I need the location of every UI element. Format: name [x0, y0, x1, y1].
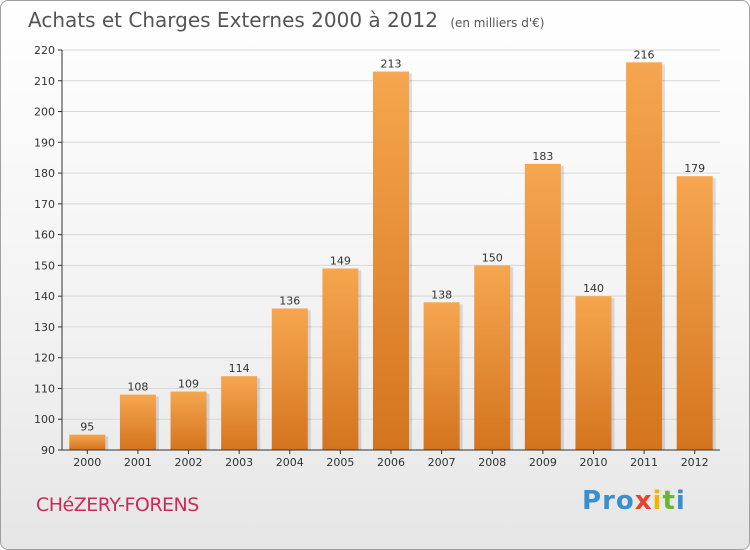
x-tick-label: 2009: [529, 456, 557, 469]
x-tick-label: 2008: [478, 456, 506, 469]
bar-2008: [474, 265, 511, 450]
bar-value-label: 114: [229, 362, 250, 375]
chart-title-text: Achats et Charges Externes 2000 à 2012: [28, 8, 438, 32]
bar-value-label: 179: [684, 162, 705, 175]
logo-letter: i: [652, 486, 663, 516]
x-tick-label: 2007: [428, 456, 456, 469]
y-tick-label: 90: [41, 444, 55, 457]
y-tick-label: 190: [34, 136, 55, 149]
y-tick-label: 160: [34, 229, 55, 242]
y-tick-label: 120: [34, 352, 55, 365]
bar-value-label: 213: [381, 58, 402, 71]
x-tick-label: 2004: [276, 456, 304, 469]
bar-2003: [221, 376, 258, 450]
y-tick-label: 100: [34, 413, 55, 426]
logo-letter: o: [615, 486, 635, 516]
bar-2001: [119, 394, 156, 450]
y-tick-label: 150: [34, 259, 55, 272]
y-tick-label: 180: [34, 167, 55, 180]
x-tick-label: 2001: [124, 456, 152, 469]
bar-2002: [170, 391, 207, 450]
bar-2005: [322, 268, 359, 450]
bar-value-label: 136: [279, 294, 300, 307]
bar-value-label: 216: [634, 48, 655, 61]
logo-letter: i: [675, 486, 686, 516]
bar-value-label: 150: [482, 251, 503, 264]
bar-2009: [524, 163, 561, 450]
logo-letter: P: [582, 486, 603, 516]
chart-title: Achats et Charges Externes 2000 à 2012 (…: [28, 8, 544, 32]
bar-value-label: 95: [80, 421, 94, 434]
x-tick-label: 2000: [73, 456, 101, 469]
bar-2000: [69, 434, 106, 450]
bar-2011: [626, 62, 663, 451]
logo-letter: t: [662, 486, 676, 516]
x-tick-label: 2010: [579, 456, 607, 469]
bar-value-label: 140: [583, 282, 604, 295]
bar-value-label: 138: [431, 288, 452, 301]
logo-letter: x: [634, 486, 653, 516]
y-tick-label: 200: [34, 106, 55, 119]
x-tick-label: 2011: [630, 456, 658, 469]
x-tick-label: 2005: [326, 456, 354, 469]
chart-subtitle: (en milliers d'€): [450, 16, 545, 30]
y-tick-label: 130: [34, 321, 55, 334]
logo-letter: r: [602, 486, 616, 516]
axes: 90 100 110 120 130 140 150 160 170 180 190 200 210 22…: [34, 44, 720, 469]
bar-2004: [271, 308, 308, 450]
y-tick-label: 110: [34, 382, 55, 395]
bar-2012: [676, 176, 713, 450]
y-tick-label: 220: [34, 44, 55, 57]
bar-value-label: 149: [330, 254, 351, 267]
x-tick-label: 2012: [681, 456, 709, 469]
bar-value-label: 108: [127, 381, 148, 394]
bar-value-label: 109: [178, 378, 199, 391]
y-tick-label: 170: [34, 198, 55, 211]
y-tick-label: 210: [34, 75, 55, 88]
y-tick-label: 140: [34, 290, 55, 303]
x-tick-label: 2003: [225, 456, 253, 469]
bar-2010: [575, 296, 612, 450]
bars: 95 108 109 114 136 149 213 138 150 183 140 216 179: [69, 48, 716, 451]
bar-value-label: 183: [532, 150, 553, 163]
bar-2007: [423, 302, 460, 450]
proxiti-logo: Proxiti: [582, 486, 686, 516]
bar-2006: [373, 71, 409, 451]
x-tick-label: 2006: [377, 456, 405, 469]
town-name: CHéZERY-FORENS: [36, 494, 199, 516]
x-tick-label: 2002: [175, 456, 203, 469]
